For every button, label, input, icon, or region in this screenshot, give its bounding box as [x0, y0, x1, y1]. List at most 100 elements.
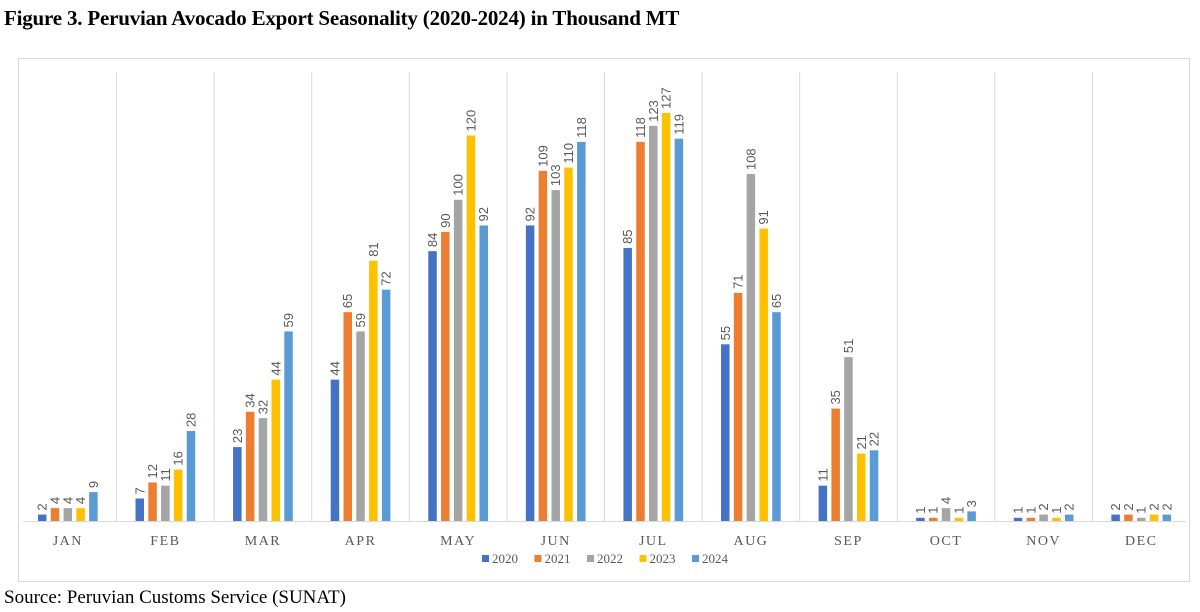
bar-mar-2022 — [258, 418, 268, 521]
bar-oct-2022 — [941, 508, 951, 521]
bar-jun-2023 — [564, 167, 573, 521]
x-axis: JAN FEB MAR APR MAY JUN JUL AUG SEP OCT NOV DEC — [23, 521, 1186, 549]
data-label: 72 — [379, 271, 394, 285]
bar-oct-2021 — [928, 517, 938, 521]
bar-mar-2023 — [271, 379, 281, 521]
bar-oct-2024 — [967, 511, 976, 521]
data-label: 11 — [815, 468, 830, 482]
bar-may-2024 — [479, 225, 488, 521]
bar-feb-2022 — [161, 485, 170, 521]
bar-oct-2020 — [916, 517, 925, 521]
legend-swatch-2023 — [639, 555, 647, 562]
bar-aug-2021 — [733, 292, 743, 521]
bar-apr-2021 — [343, 312, 352, 521]
bar-jan-2021 — [50, 508, 60, 521]
bar-jan-2023 — [76, 508, 85, 521]
bar-feb-2024 — [186, 431, 196, 521]
bar-dec-2021 — [1124, 514, 1133, 521]
bar-nov-2023 — [1052, 517, 1061, 521]
bar-mar-2021 — [245, 411, 255, 521]
data-label: 11 — [158, 468, 173, 482]
bar-dec-2024 — [1162, 514, 1172, 521]
data-label: 44 — [268, 361, 283, 375]
data-label: 51 — [841, 339, 856, 353]
data-label: 32 — [255, 400, 270, 414]
bar-dec-2023 — [1149, 514, 1159, 521]
data-label: 103 — [548, 164, 563, 186]
legend-swatch-2024 — [692, 555, 699, 562]
data-label: 55 — [718, 326, 733, 340]
legend-label: 2023 — [650, 551, 676, 566]
data-label: 92 — [523, 207, 538, 221]
data-label: 2 — [35, 503, 50, 510]
data-label: 2 — [1062, 503, 1077, 510]
data-label: 85 — [620, 229, 635, 243]
bar-aug-2023 — [759, 228, 768, 521]
data-label: 110 — [561, 143, 576, 164]
x-tick-label: MAY — [440, 534, 476, 549]
data-label: 4 — [60, 497, 75, 504]
legend-swatch-2022 — [587, 555, 594, 562]
data-label: 4 — [73, 497, 88, 504]
bar-jul-2022 — [649, 125, 658, 521]
bar-mar-2020 — [233, 447, 242, 521]
legend-label: 2021 — [545, 551, 571, 566]
data-label: 65 — [340, 294, 355, 308]
x-tick-label: FEB — [150, 534, 180, 549]
bar-dec-2022 — [1136, 517, 1146, 521]
bar-apr-2024 — [381, 289, 391, 521]
bar-apr-2023 — [369, 260, 378, 521]
data-label: 1 — [951, 507, 966, 514]
x-tick-label: AUG — [733, 534, 768, 549]
bar-mar-2024 — [284, 331, 293, 521]
bar-may-2020 — [428, 251, 437, 522]
bar-jul-2024 — [674, 138, 684, 521]
bar-nov-2022 — [1039, 514, 1048, 521]
data-label: 2 — [1108, 503, 1123, 510]
bar-jun-2021 — [538, 170, 548, 521]
figure-title: Figure 3. Peruvian Avocado Export Season… — [4, 6, 680, 30]
data-label: 1 — [1049, 507, 1064, 514]
data-label: 92 — [476, 207, 491, 221]
data-label: 91 — [756, 210, 771, 224]
data-label: 34 — [243, 393, 258, 407]
data-label: 1 — [926, 507, 941, 514]
bar-sep-2020 — [818, 485, 828, 521]
data-label: 59 — [281, 313, 296, 327]
data-label: 23 — [230, 429, 245, 443]
value-labels: 2444971211162823343244594465598172849010… — [35, 87, 1175, 513]
bar-feb-2020 — [135, 498, 145, 521]
source-note: Source: Peruvian Customs Service (SUNAT) — [4, 587, 346, 608]
bars — [37, 113, 1172, 522]
data-label: 108 — [743, 148, 758, 170]
bar-aug-2020 — [721, 344, 730, 521]
bar-nov-2024 — [1064, 514, 1074, 521]
data-label: 118 — [574, 117, 589, 138]
data-label: 3 — [964, 500, 979, 507]
x-tick-label: SEP — [834, 534, 863, 549]
legend: 2020 2021 2022 2023 2024 — [482, 551, 729, 566]
data-label: 109 — [535, 145, 550, 167]
bar-jan-2022 — [63, 508, 73, 521]
bar-may-2022 — [453, 199, 463, 521]
legend-swatch-2020 — [482, 555, 489, 562]
bar-may-2023 — [466, 135, 476, 521]
data-label: 123 — [646, 100, 661, 122]
legend-label: 2020 — [492, 551, 518, 566]
data-label: 22 — [867, 432, 882, 446]
data-label: 84 — [425, 233, 440, 247]
data-label: 35 — [828, 390, 843, 404]
data-label: 28 — [183, 413, 198, 427]
data-label: 44 — [327, 361, 342, 375]
bar-feb-2023 — [173, 469, 183, 521]
bar-sep-2023 — [857, 453, 866, 521]
x-tick-label: MAR — [245, 534, 281, 549]
bar-nov-2020 — [1013, 517, 1023, 521]
data-label: 16 — [171, 451, 186, 465]
legend-label: 2024 — [702, 551, 729, 566]
bar-jul-2023 — [661, 113, 671, 521]
data-label: 71 — [731, 274, 746, 288]
data-label: 119 — [671, 114, 686, 135]
bar-sep-2024 — [869, 450, 879, 521]
